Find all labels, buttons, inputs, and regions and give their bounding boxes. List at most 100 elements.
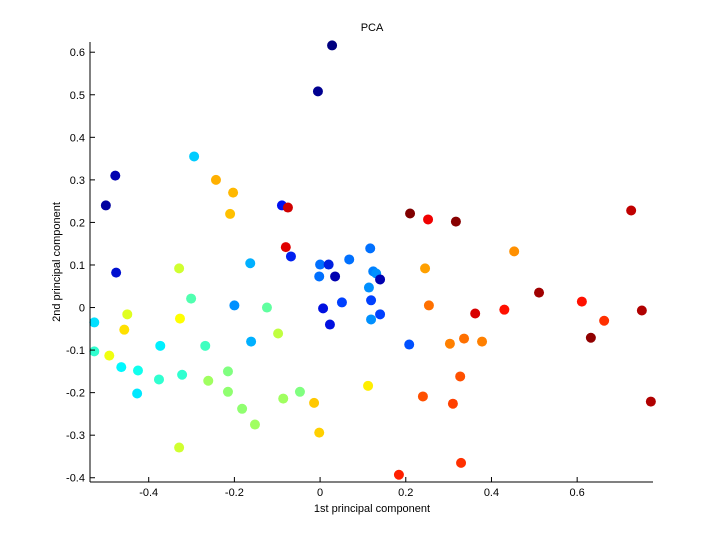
- data-point: [314, 427, 325, 438]
- data-point: [189, 151, 200, 162]
- data-point: [324, 319, 335, 330]
- data-point: [249, 419, 260, 430]
- data-point: [366, 295, 377, 306]
- data-point: [499, 304, 510, 315]
- data-point: [534, 287, 545, 298]
- data-point: [336, 297, 347, 308]
- y-tick-label: 0.5: [70, 90, 85, 102]
- data-point: [122, 309, 133, 320]
- data-point: [420, 263, 431, 274]
- data-point: [246, 336, 257, 347]
- data-point: [116, 362, 127, 373]
- data-point: [576, 296, 587, 307]
- data-point: [285, 251, 296, 262]
- y-tick-label: -0.1: [66, 345, 85, 357]
- data-point: [327, 40, 338, 51]
- data-point: [636, 305, 647, 316]
- data-point: [417, 391, 428, 402]
- data-point: [344, 254, 355, 265]
- data-point: [110, 170, 121, 181]
- data-point: [89, 346, 100, 357]
- chart-title: PCA: [361, 22, 384, 34]
- data-point: [100, 200, 111, 211]
- data-point: [210, 174, 221, 185]
- data-point: [111, 267, 122, 278]
- data-point: [309, 397, 320, 408]
- data-point: [599, 315, 610, 326]
- data-point: [222, 366, 233, 377]
- scatter-points: [89, 40, 656, 480]
- x-tick-label: -0.2: [225, 487, 244, 499]
- data-point: [237, 403, 248, 414]
- x-tick-label: 0.2: [398, 487, 413, 499]
- data-point: [477, 336, 488, 347]
- data-point: [393, 469, 404, 480]
- data-point: [280, 242, 291, 253]
- data-point: [153, 374, 164, 385]
- data-point: [89, 317, 100, 328]
- data-point: [404, 339, 415, 350]
- data-point: [174, 442, 185, 453]
- data-point: [229, 300, 240, 311]
- data-point: [585, 332, 596, 343]
- data-point: [423, 300, 434, 311]
- data-point: [315, 259, 326, 270]
- data-point: [225, 208, 236, 219]
- y-tick-label: -0.4: [66, 473, 85, 485]
- x-axis-label: 1st principal component: [314, 503, 430, 515]
- data-point: [330, 271, 341, 282]
- y-tick-label: 0.6: [70, 47, 85, 59]
- data-point: [456, 457, 467, 468]
- data-point: [245, 258, 256, 269]
- y-tick-label: 0: [79, 303, 85, 315]
- data-point: [282, 202, 293, 213]
- data-point: [104, 350, 115, 361]
- data-point: [444, 338, 455, 349]
- data-point: [155, 340, 166, 351]
- y-tick-label: -0.2: [66, 388, 85, 400]
- data-point: [132, 365, 143, 376]
- data-point: [312, 86, 323, 97]
- data-point: [174, 263, 185, 274]
- y-tick-label: -0.3: [66, 430, 85, 442]
- data-point: [222, 386, 233, 397]
- data-point: [455, 371, 466, 382]
- data-point: [363, 380, 374, 391]
- data-point: [294, 386, 305, 397]
- data-point: [323, 259, 334, 270]
- y-tick-label: 0.1: [70, 260, 85, 272]
- x-tick-label: 0.6: [570, 487, 585, 499]
- data-point: [261, 302, 272, 313]
- y-tick-label: 0.3: [70, 175, 85, 187]
- x-tick-label: 0.4: [484, 487, 499, 499]
- x-tick-label: 0: [317, 487, 323, 499]
- data-point: [132, 388, 143, 399]
- data-point: [450, 216, 461, 227]
- data-point: [228, 187, 239, 198]
- data-point: [273, 328, 284, 339]
- data-point: [200, 340, 211, 351]
- data-point: [375, 274, 386, 285]
- data-point: [318, 303, 329, 314]
- data-point: [177, 369, 188, 380]
- data-point: [278, 393, 289, 404]
- data-point: [645, 396, 656, 407]
- y-tick-label: 0.2: [70, 217, 85, 229]
- data-point: [423, 214, 434, 225]
- y-axis-label: 2nd principal component: [51, 202, 63, 322]
- data-point: [119, 324, 130, 335]
- data-point: [363, 282, 374, 293]
- data-point: [447, 398, 458, 409]
- data-point: [509, 246, 520, 257]
- data-point: [186, 293, 197, 304]
- data-point: [375, 309, 386, 320]
- data-point: [365, 243, 376, 254]
- x-tick-label: -0.4: [139, 487, 158, 499]
- data-point: [366, 314, 377, 325]
- y-tick-label: 0.4: [70, 132, 85, 144]
- data-point: [470, 308, 481, 319]
- data-point: [626, 205, 637, 216]
- axes: -0.4 -0.2 0 0.2 0.4 0.6 -0.4 -0.3 -0.2 -0.1 0 0.1 0.…: [66, 42, 653, 499]
- data-point: [203, 375, 214, 386]
